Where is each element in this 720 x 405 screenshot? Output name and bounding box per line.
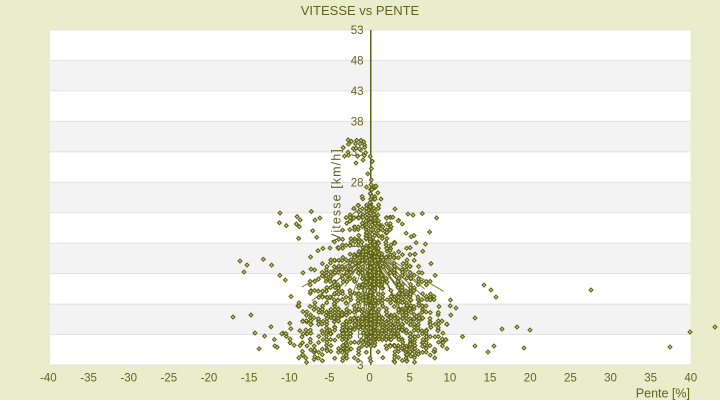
svg-text:-40: -40 bbox=[40, 373, 57, 385]
svg-text:0: 0 bbox=[366, 373, 372, 385]
svg-text:28: 28 bbox=[351, 177, 364, 189]
svg-text:-30: -30 bbox=[120, 373, 137, 385]
svg-text:43: 43 bbox=[351, 86, 364, 98]
svg-text:25: 25 bbox=[564, 373, 577, 385]
svg-text:-10: -10 bbox=[281, 373, 298, 385]
svg-text:38: 38 bbox=[351, 116, 364, 128]
svg-text:-35: -35 bbox=[80, 373, 97, 385]
svg-text:Vitesse [km/h]: Vitesse [km/h] bbox=[330, 148, 344, 242]
svg-text:5: 5 bbox=[407, 373, 413, 385]
svg-text:Pente [%]: Pente [%] bbox=[636, 387, 690, 401]
svg-text:20: 20 bbox=[524, 373, 537, 385]
svg-text:-20: -20 bbox=[201, 373, 218, 385]
svg-text:VITESSE vs PENTE: VITESSE vs PENTE bbox=[301, 3, 420, 18]
svg-text:48: 48 bbox=[351, 55, 364, 67]
svg-text:40: 40 bbox=[684, 373, 697, 385]
svg-text:10: 10 bbox=[444, 373, 457, 385]
svg-text:53: 53 bbox=[351, 25, 364, 37]
svg-text:35: 35 bbox=[644, 373, 657, 385]
svg-text:-25: -25 bbox=[161, 373, 178, 385]
svg-text:-5: -5 bbox=[324, 373, 334, 385]
svg-text:30: 30 bbox=[604, 373, 617, 385]
svg-text:-15: -15 bbox=[241, 373, 258, 385]
svg-text:15: 15 bbox=[484, 373, 497, 385]
